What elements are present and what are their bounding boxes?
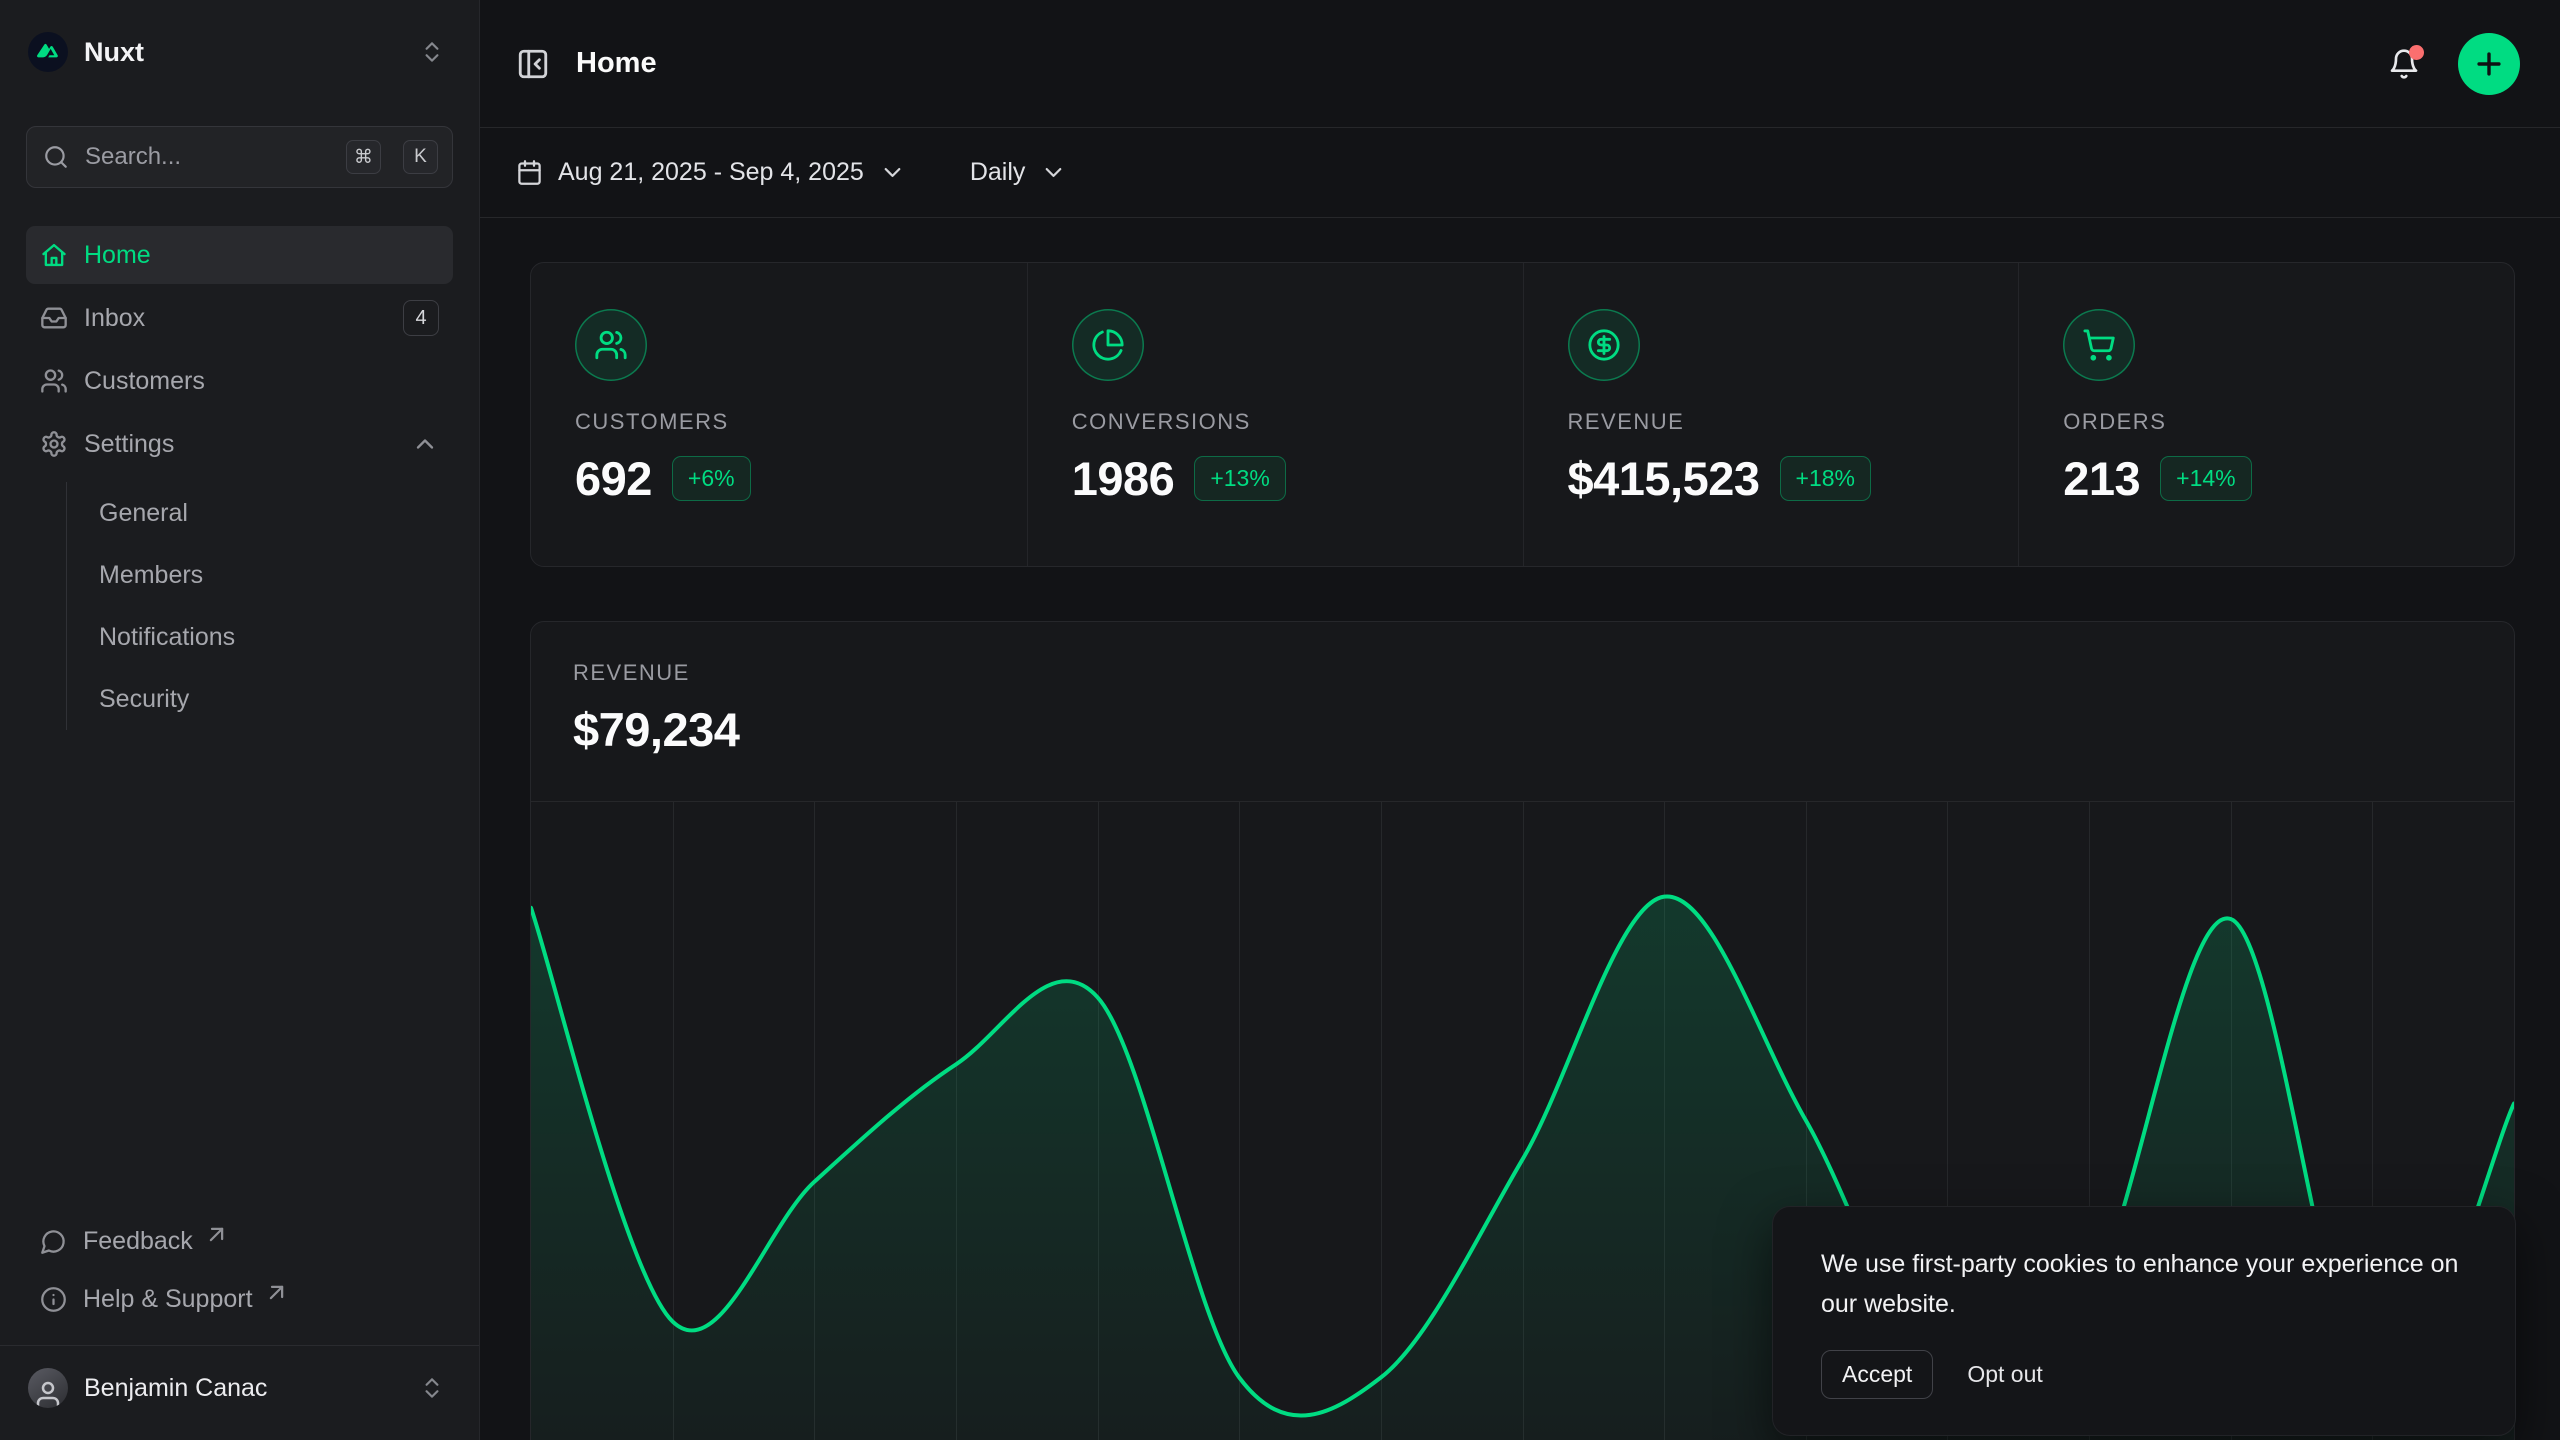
sidebar-item-home[interactable]: Home (26, 226, 453, 284)
nuxt-logo (28, 32, 68, 72)
chevron-down-icon (879, 159, 906, 186)
add-button[interactable] (2458, 32, 2520, 95)
stat-value: 1986 (1071, 452, 1175, 505)
sidebar-item-label: Customers (84, 366, 205, 395)
stat-delta-badge: +13% (1194, 456, 1286, 501)
plus-icon (2472, 47, 2506, 81)
stat-delta-badge: +14% (2160, 456, 2252, 501)
kbd-k: K (403, 140, 438, 174)
users-icon (40, 367, 68, 395)
feedback-link[interactable]: Feedback (26, 1215, 453, 1267)
search-icon (43, 144, 69, 170)
sidebar-nav: Home Inbox 4 Customers Sett (26, 226, 453, 730)
sidebar-item-label: Inbox (84, 303, 146, 332)
stat-delta-badge: +6% (671, 456, 751, 501)
avatar (28, 1368, 68, 1408)
arrow-up-right-icon (203, 1221, 230, 1248)
dollar-circle-icon (1567, 309, 1640, 381)
chevrons-up-down-icon (419, 1375, 445, 1401)
stat-label: CUSTOMERS (575, 409, 729, 434)
workspace-switcher[interactable]: Nuxt (26, 28, 453, 76)
notification-dot (2409, 44, 2424, 60)
panel-left-close-icon[interactable] (516, 47, 550, 81)
chart-total-value: $79,234 (573, 703, 740, 756)
bell-icon (2388, 48, 2420, 80)
sidebar-item-label: Settings (84, 429, 175, 458)
sidebar-item-notifications[interactable]: Notifications (99, 622, 236, 651)
granularity-value: Daily (969, 158, 1026, 186)
stat-label: CONVERSIONS (1071, 409, 1251, 434)
search-input[interactable]: Search... ⌘ K (26, 126, 453, 188)
message-circle-icon (40, 1228, 67, 1255)
stat-label: REVENUE (1567, 409, 1685, 434)
house-icon (40, 241, 68, 269)
chevrons-up-down-icon (419, 39, 445, 65)
arrow-up-right-icon (263, 1279, 290, 1306)
cookie-message: We use first-party cookies to enhance yo… (1821, 1250, 2459, 1318)
chevron-down-icon (1040, 159, 1067, 186)
shopping-cart-icon (2063, 309, 2136, 381)
sidebar-item-customers[interactable]: Customers (26, 352, 453, 410)
revenue-line-chart[interactable] (531, 801, 2514, 1440)
user-name: Benjamin Canac (84, 1373, 268, 1402)
stat-orders[interactable]: ORDERS 213 +14% (2018, 263, 2514, 566)
page-title: Home (576, 47, 657, 79)
opt-out-button[interactable]: Opt out (1963, 1351, 2046, 1398)
inbox-count-badge: 4 (403, 300, 439, 336)
workspace-name: Nuxt (84, 36, 144, 67)
help-support-link[interactable]: Help & Support (26, 1273, 453, 1325)
users-icon (575, 309, 647, 381)
search-placeholder: Search... (85, 143, 182, 170)
sidebar-item-settings[interactable]: Settings (26, 415, 453, 473)
filters-toolbar: Aug 21, 2025 - Sep 4, 2025 Daily (480, 128, 2560, 218)
sidebar-item-general[interactable]: General (99, 498, 188, 527)
help-support-label: Help & Support (83, 1284, 253, 1313)
sidebar-item-members[interactable]: Members (99, 560, 204, 589)
stat-value: $415,523 (1567, 452, 1761, 505)
calendar-icon (516, 159, 543, 186)
revenue-area-series (531, 894, 2514, 1440)
cookie-banner: We use first-party cookies to enhance yo… (1772, 1206, 2516, 1436)
page-header: Home (480, 0, 2560, 128)
stat-conversions[interactable]: CONVERSIONS 1986 +13% (1026, 263, 1523, 566)
sidebar-secondary-links: Feedback Help & Support (26, 1215, 453, 1325)
stat-label: ORDERS (2063, 409, 2167, 434)
chevron-up-icon (411, 430, 439, 458)
sidebar-item-inbox[interactable]: Inbox 4 (26, 289, 453, 347)
stat-value: 213 (2063, 452, 2141, 505)
settings-submenu: General Members Notifications Security (66, 482, 453, 730)
stat-customers[interactable]: CUSTOMERS 692 +6% (531, 263, 1027, 566)
sidebar-item-security[interactable]: Security (99, 684, 190, 713)
inbox-icon (40, 304, 68, 332)
notifications-button[interactable] (2388, 44, 2424, 80)
date-range-value: Aug 21, 2025 - Sep 4, 2025 (558, 158, 864, 186)
pie-chart-icon (1071, 309, 1144, 381)
gear-icon (40, 430, 68, 458)
chart-title: REVENUE (573, 660, 690, 685)
feedback-label: Feedback (83, 1226, 193, 1255)
command-icon: ⌘ (346, 140, 381, 174)
accept-cookies-button[interactable]: Accept (1821, 1350, 1934, 1399)
sidebar: Nuxt Search... ⌘ K Home (0, 0, 480, 1440)
info-icon (40, 1286, 67, 1313)
sidebar-footer: Benjamin Canac (0, 1345, 479, 1412)
granularity-select[interactable]: Daily (970, 158, 1068, 187)
stat-delta-badge: +18% (1779, 456, 1872, 501)
date-range-picker[interactable]: Aug 21, 2025 - Sep 4, 2025 (516, 158, 906, 187)
stat-revenue[interactable]: REVENUE $415,523 +18% (1522, 263, 2019, 566)
sidebar-item-label: Home (84, 240, 151, 269)
stats-card: CUSTOMERS 692 +6% CONVERSIONS 1986 +13% (530, 262, 2515, 567)
stat-value: 692 (575, 452, 652, 505)
user-menu[interactable]: Benjamin Canac (26, 1368, 453, 1408)
